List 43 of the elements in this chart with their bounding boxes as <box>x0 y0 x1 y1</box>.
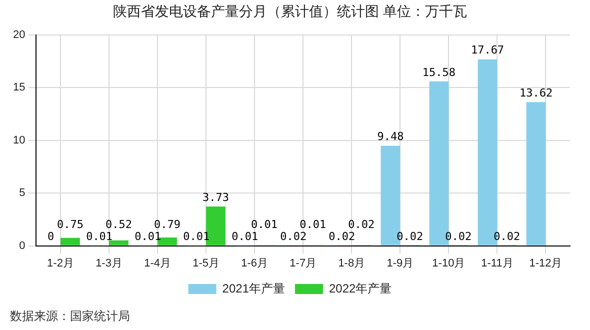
y-tick-label: 15 <box>12 82 26 94</box>
data-label: 0.01 <box>300 218 326 231</box>
data-label: 0.02 <box>280 230 307 243</box>
bar <box>60 238 80 246</box>
x-tick-label: 1-3月 <box>96 257 122 270</box>
chart-title: 陕西省发电设备产量分月（累计值）统计图 单位：万千瓦 <box>112 4 468 20</box>
y-tick-label: 20 <box>12 28 26 41</box>
data-label: 0.01 <box>232 230 258 244</box>
data-label: 0.02 <box>348 218 375 231</box>
data-label: 0 <box>47 230 54 244</box>
x-tick-label: 1-4月 <box>144 257 171 270</box>
source-note: 数据来源：国家统计局 <box>10 308 130 325</box>
x-tick-label: 1-10月 <box>432 257 466 270</box>
x-tick-label: 1-11月 <box>481 257 514 270</box>
data-label: 0.01 <box>86 230 113 244</box>
legend-label: 2021年产量 <box>222 281 286 296</box>
data-label: 0.02 <box>328 230 356 243</box>
data-label: 9.48 <box>377 130 404 144</box>
x-tick-label: 1-7月 <box>290 257 317 270</box>
data-label: 0.79 <box>154 218 180 232</box>
x-tick-label: 1-5月 <box>192 257 220 270</box>
data-label: 0.02 <box>445 230 472 243</box>
data-label: 0.52 <box>105 218 132 232</box>
x-tick-label: 1-9月 <box>386 257 414 270</box>
data-label: 0.02 <box>494 230 520 243</box>
x-tick-label: 1-6月 <box>241 257 268 270</box>
y-tick-label: 0 <box>19 240 26 252</box>
y-tick-label: 10 <box>12 134 26 146</box>
data-label: 3.73 <box>202 190 230 204</box>
data-label: 0.02 <box>396 230 424 243</box>
data-label: 17.67 <box>470 44 504 57</box>
bar <box>109 240 128 246</box>
data-label: 15.58 <box>422 66 456 79</box>
data-label: 0.01 <box>251 218 278 232</box>
y-tick-label: 5 <box>19 187 26 200</box>
x-tick-label: 1-8月 <box>338 257 366 270</box>
data-label: 0.75 <box>56 218 84 232</box>
x-tick-label: 1-2月 <box>47 257 74 270</box>
data-label: 0.01 <box>134 230 162 244</box>
data-label: 13.62 <box>519 86 553 100</box>
x-tick-label: 1-12月 <box>529 257 562 270</box>
bar <box>526 102 546 246</box>
legend-label: 2022年产量 <box>329 281 392 296</box>
